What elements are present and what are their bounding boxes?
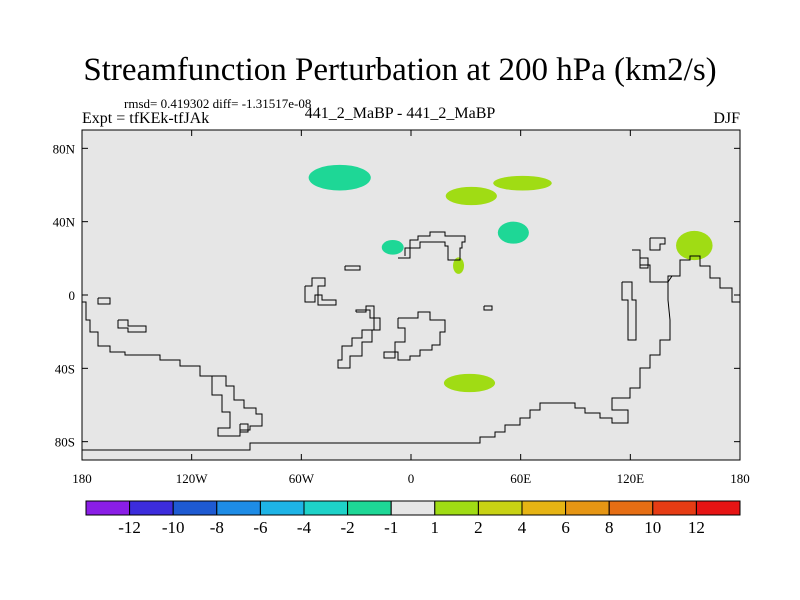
colorbar-label-6: -1 [384,518,398,537]
colorbar-swatch-2 [172,500,218,516]
anomaly-region-4 [381,240,404,255]
colorbar-label-3: -6 [253,518,267,537]
colorbar-label-10: 6 [561,518,570,537]
experiment-label: Expt = tfKEk-tfJAk [82,110,210,127]
anomaly-region-1 [445,186,497,206]
colorbar-label-13: 12 [688,518,705,537]
colorbar-label-9: 4 [518,518,527,537]
colorbar-label-2: -8 [210,518,224,537]
x-tick-label-2: 60W [289,471,315,486]
anomaly-region-3 [497,221,529,244]
colorbar-swatch-13 [652,500,697,516]
colorbar-swatch-9 [477,500,523,516]
y-tick-label-0: 80N [53,141,76,156]
chart-title: Streamfunction Perturbation at 200 hPa (… [83,52,717,88]
x-tick-label-0: 180 [72,471,92,486]
case-label: 441_2_MaBP - 441_2_MaBP [304,105,496,122]
anomaly-region-0 [308,164,371,191]
colorbar: -12 -10 -8 -6 -4 -2 -1 1 2 4 6 8 10 12 [85,500,741,537]
anomaly-region-5 [453,257,465,274]
colorbar-swatch-1 [129,500,174,516]
anomaly-region-2 [493,175,552,191]
colorbar-swatch-6 [347,500,392,516]
stats-label: rmsd= 0.419302 diff= -1.31517e-08 [124,96,312,111]
y-tick-label-3: 40S [55,361,75,376]
colorbar-swatch-11 [565,500,610,516]
y-tick-label-2: 0 [69,288,76,303]
colorbar-swatch-14 [695,500,741,516]
colorbar-label-5: -2 [341,518,355,537]
colorbar-swatch-7 [390,500,436,516]
x-tick-label-1: 120W [176,471,209,486]
y-tick-label-1: 40N [53,215,76,230]
x-tick-label-4: 60E [510,471,531,486]
colorbar-label-1: -10 [162,518,185,537]
anomaly-region-7 [443,373,496,393]
colorbar-swatch-5 [303,500,349,516]
coastline [81,231,740,458]
colorbar-swatch-4 [259,500,305,516]
colorbar-label-4: -4 [297,518,312,537]
anomaly-layer [308,164,713,393]
colorbar-label-7: 1 [431,518,440,537]
x-tick-label-3: 0 [408,471,415,486]
colorbar-label-0: -12 [118,518,141,537]
season-label: DJF [713,110,740,127]
plot-background [82,130,740,460]
colorbar-label-11: 8 [605,518,614,537]
colorbar-swatch-12 [608,500,654,516]
axis-ticks: 180 120W 60W 0 60E 120E 180 80N 40N 0 40S 80S [53,130,750,486]
x-tick-label-5: 120E [617,471,645,486]
y-tick-label-4: 80S [55,435,75,450]
colorbar-swatch-3 [216,500,261,516]
colorbar-swatch-8 [434,500,479,516]
colorbar-swatch-0 [85,500,131,516]
anomaly-region-6 [676,230,713,261]
colorbar-label-8: 2 [474,518,483,537]
colorbar-swatch-10 [521,500,567,516]
colorbar-label-12: 10 [644,518,661,537]
x-tick-label-6: 180 [730,471,750,486]
